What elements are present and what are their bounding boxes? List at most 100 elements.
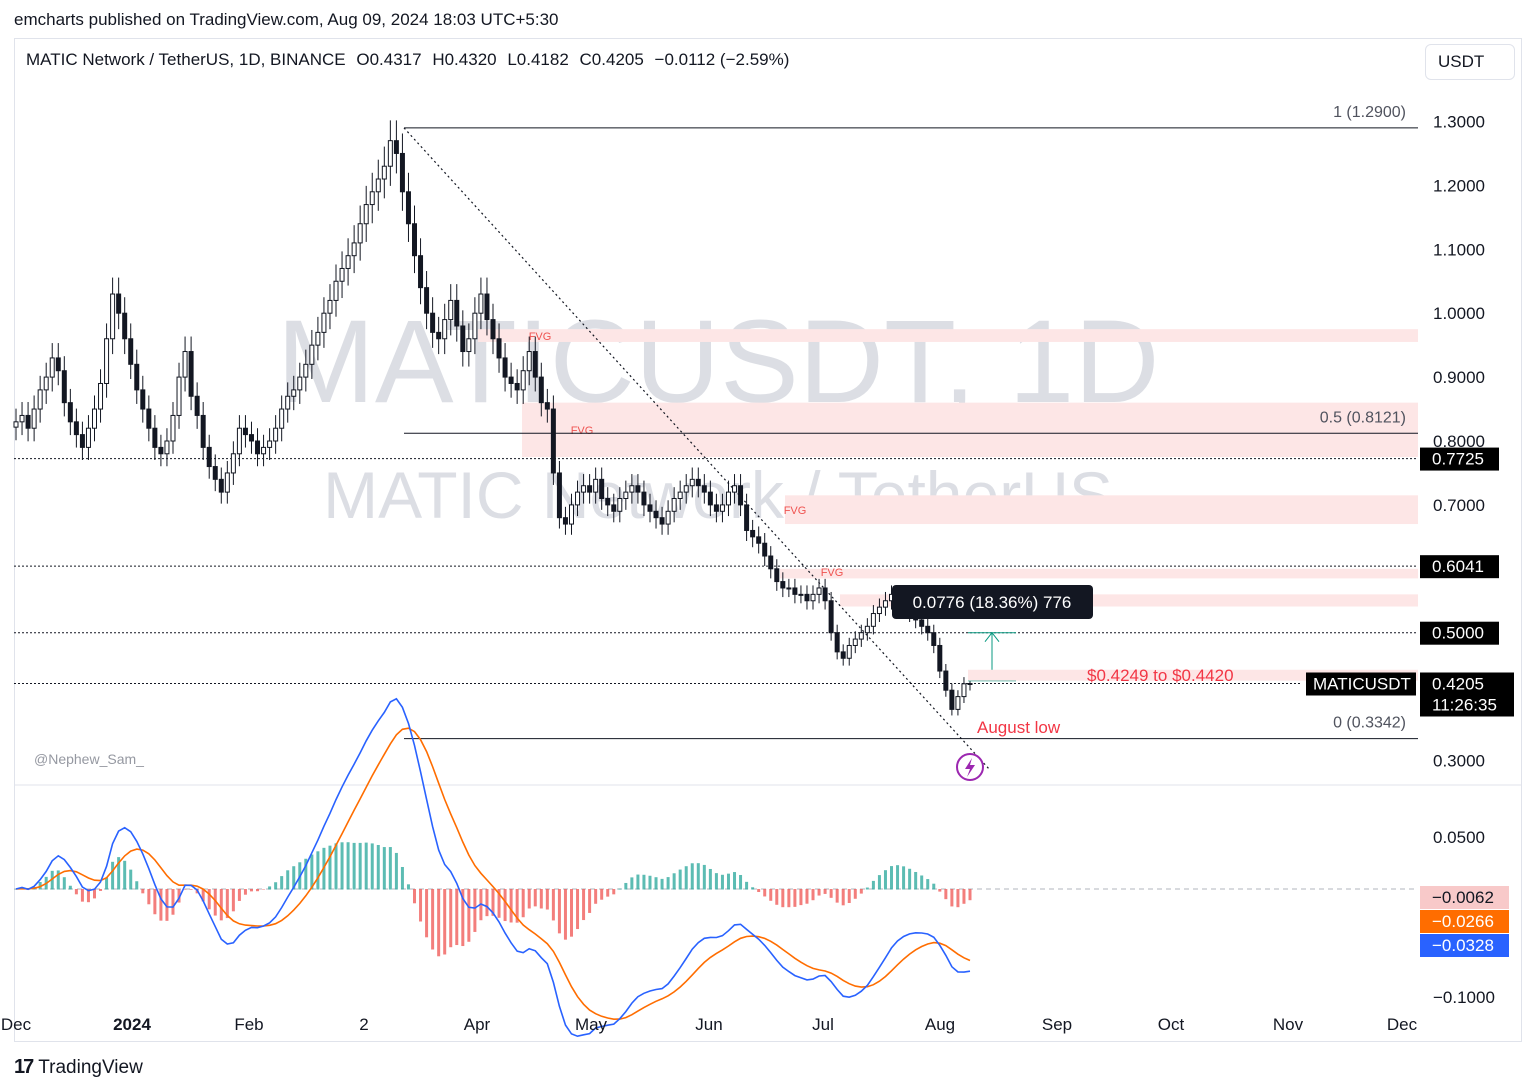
candle (466, 323, 472, 367)
candle (949, 683, 955, 716)
candle-body (653, 510, 659, 519)
macd-histogram-bar (847, 889, 851, 903)
candle-body (158, 446, 164, 455)
macd-histogram-bar (557, 889, 561, 934)
currency-button[interactable]: USDT (1425, 44, 1515, 80)
candle-body (339, 267, 345, 282)
macd-line (15, 697, 971, 1038)
candle-body (925, 625, 931, 634)
candle (961, 677, 967, 703)
candle (858, 624, 864, 647)
candle-body (762, 542, 768, 557)
footer-brand[interactable]: TradingView (38, 1056, 143, 1078)
macd-histogram-bar (50, 870, 54, 890)
candle-body (876, 606, 882, 615)
candle (363, 185, 369, 242)
macd-histogram-bar (376, 844, 380, 890)
candle (538, 362, 544, 417)
candle (255, 428, 261, 467)
price-badge (1420, 555, 1499, 579)
macd-histogram-bar (207, 889, 211, 910)
ohlc-low: L0.4182 (507, 50, 569, 69)
macd-histogram-bar (280, 876, 284, 890)
macd-histogram-bar (890, 866, 894, 890)
candle (357, 205, 363, 261)
macd-histogram-bar (654, 877, 658, 890)
ohlc-close: C0.4205 (579, 50, 644, 69)
macd-histogram-bar (406, 884, 410, 890)
candle (285, 382, 291, 423)
macd-histogram-bar (268, 886, 272, 890)
candle-body (713, 504, 719, 512)
fvg-label: FVG (784, 505, 807, 517)
candle (834, 624, 840, 660)
macd-histogram-bar (533, 889, 537, 907)
candle-body (593, 478, 599, 493)
macd-histogram-bar (606, 889, 610, 897)
candle-body (134, 363, 140, 391)
annotation-low: August low (977, 718, 1061, 737)
candle (774, 559, 780, 591)
candle (321, 297, 327, 348)
candle-body (363, 204, 369, 225)
macd-histogram-bar (394, 852, 398, 890)
price-badge-text: 0.5000 (1432, 624, 1484, 643)
tradingview-logo-icon[interactable]: 17 (14, 1056, 34, 1078)
macd-histogram-bar (551, 889, 555, 921)
candle-body (61, 370, 67, 404)
candle-body (267, 440, 273, 448)
macd-histogram-bar (382, 847, 386, 890)
macd-histogram-bar (757, 889, 761, 893)
macd-histogram-bar (829, 889, 833, 898)
candle (599, 467, 605, 510)
fvg-zone (780, 568, 1418, 579)
candle (611, 493, 617, 523)
ohlc-open: O0.4317 (356, 50, 422, 69)
macd-histogram-bar (334, 843, 338, 890)
candle-body (279, 408, 285, 429)
candle (122, 297, 128, 355)
candle (780, 572, 786, 598)
candle (460, 310, 466, 367)
candle (37, 375, 43, 423)
candle (267, 428, 273, 461)
symbol-title[interactable]: MATIC Network / TetherUS, 1D, BINANCE (26, 50, 346, 69)
macd-histogram-bar (521, 889, 525, 918)
macd-histogram-bar (123, 860, 127, 890)
candle-body (665, 510, 671, 525)
macd-histogram-bar (316, 851, 320, 890)
macd-histogram-bar (594, 889, 598, 904)
candle (25, 402, 31, 442)
candle (653, 500, 659, 529)
candle-body (484, 293, 490, 321)
candle (405, 172, 411, 242)
candle (315, 316, 321, 361)
macd-histogram-bar (624, 882, 628, 890)
macd-histogram-bar (853, 889, 857, 899)
candle (73, 408, 79, 448)
macd-histogram-bar (449, 889, 453, 948)
candle-body (466, 338, 472, 353)
candle (623, 480, 629, 510)
candle (520, 356, 526, 404)
macd-signal-line (15, 727, 971, 1021)
candle (303, 349, 309, 392)
candle (188, 336, 194, 411)
candle (665, 500, 671, 535)
candle-body (816, 587, 822, 595)
macd-badge (1420, 934, 1509, 957)
macd-histogram-bar (171, 889, 175, 915)
candle (448, 284, 454, 336)
candle-body (91, 408, 97, 429)
candle (164, 428, 170, 467)
macd-histogram-bar (588, 889, 592, 913)
candle (230, 441, 236, 485)
macd-histogram-bar (720, 874, 724, 890)
candle (925, 618, 931, 641)
macd-histogram-bar (262, 889, 266, 890)
candle (882, 591, 888, 616)
macd-histogram-bar (787, 889, 791, 908)
candle (641, 480, 647, 517)
candle-body (85, 427, 91, 448)
